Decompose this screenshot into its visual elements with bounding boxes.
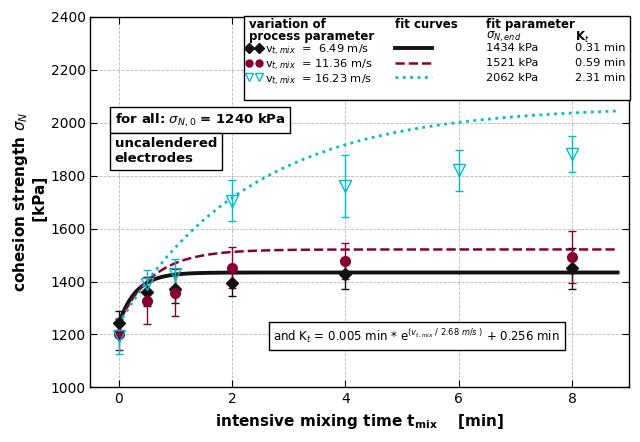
Text: v$_{t,mix}$  =  6.49 m/s: v$_{t,mix}$ = 6.49 m/s (266, 43, 370, 58)
Text: 0.31 min: 0.31 min (575, 43, 625, 53)
Text: fit parameter: fit parameter (486, 18, 575, 31)
Text: 1434 kPa: 1434 kPa (486, 43, 538, 53)
Text: 0.59 min: 0.59 min (575, 58, 625, 68)
Text: 2.31 min: 2.31 min (575, 73, 625, 83)
Text: process parameter: process parameter (249, 30, 374, 42)
Text: variation of: variation of (249, 18, 326, 31)
Text: v$_{t,mix}$  = 16.23 m/s: v$_{t,mix}$ = 16.23 m/s (266, 73, 372, 88)
Text: fit curves: fit curves (395, 18, 458, 31)
Text: K$_t$: K$_t$ (575, 30, 589, 45)
Text: uncalendered
electrodes: uncalendered electrodes (115, 137, 217, 165)
Text: and K$_t$ = 0.005 min * e$^{( v_{t,mix}\ /\ 2.68\ m/s\ )}$ + 0.256 min: and K$_t$ = 0.005 min * e$^{( v_{t,mix}\… (273, 327, 560, 345)
X-axis label: intensive mixing time t$_{\mathbf{mix}}$    [min]: intensive mixing time t$_{\mathbf{mix}}$… (215, 412, 504, 431)
Text: 1521 kPa: 1521 kPa (486, 58, 539, 68)
Text: $\sigma_{N,end}$: $\sigma_{N,end}$ (486, 30, 522, 44)
FancyBboxPatch shape (244, 16, 630, 100)
Text: 2062 kPa: 2062 kPa (486, 73, 538, 83)
Text: for all: $\sigma_{N,0}$ = 1240 kPa: for all: $\sigma_{N,0}$ = 1240 kPa (115, 111, 285, 129)
Text: v$_{t,mix}$  = 11.36 m/s: v$_{t,mix}$ = 11.36 m/s (266, 58, 373, 73)
Y-axis label: cohesion strength $\sigma_N$
 [kPa]: cohesion strength $\sigma_N$ [kPa] (11, 112, 47, 292)
